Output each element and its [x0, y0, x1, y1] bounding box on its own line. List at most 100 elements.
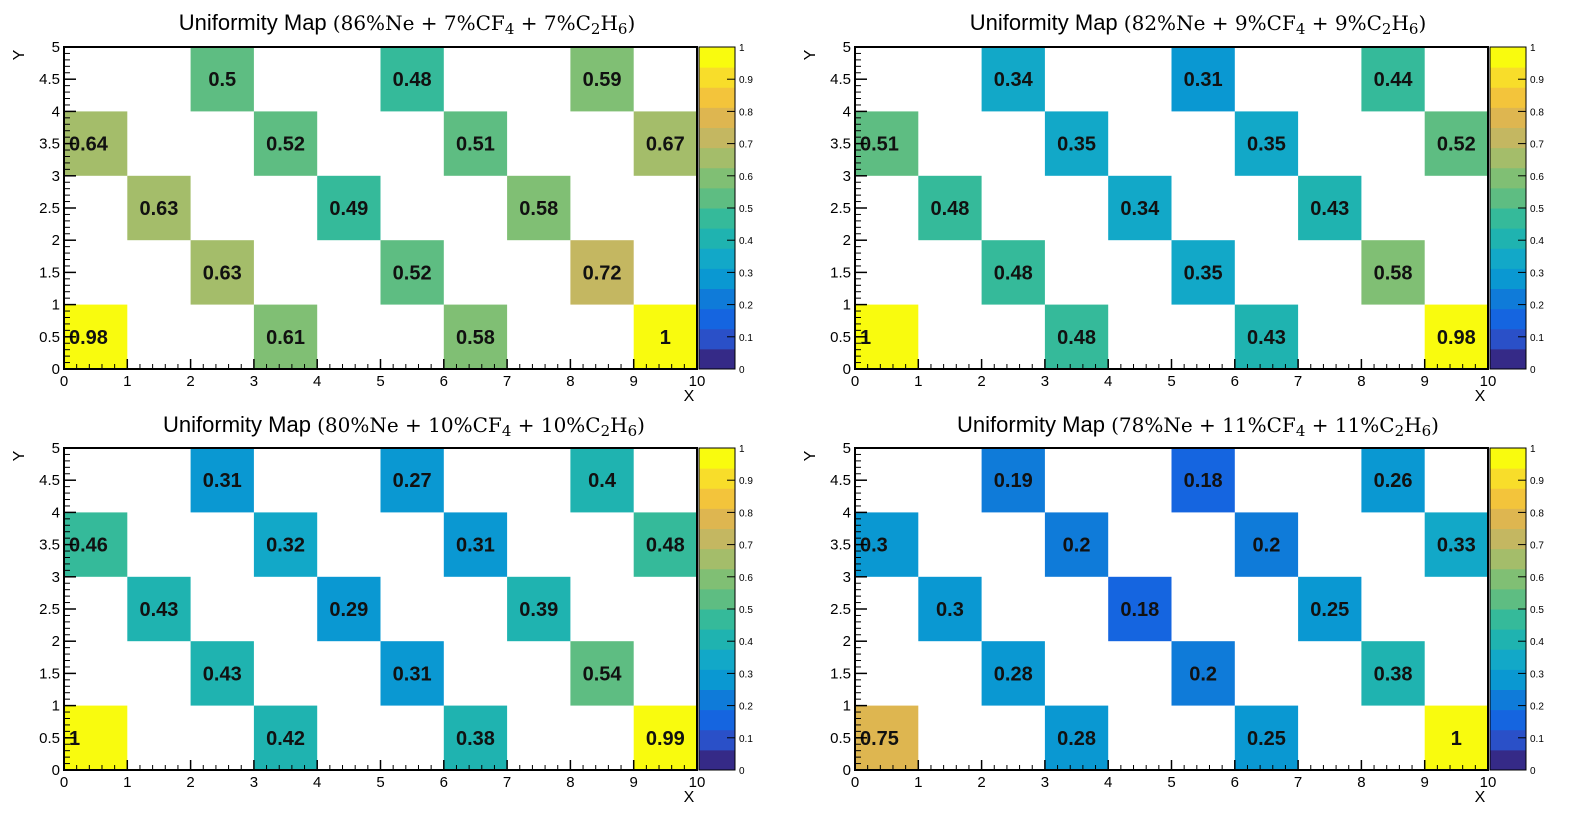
heatmap-cell	[127, 576, 191, 642]
cell-value-label: 0.31	[393, 663, 432, 685]
color-bar-segment	[1490, 669, 1526, 690]
cell-value-label: 0.43	[139, 599, 178, 621]
color-bar-tick-label: 0.2	[1530, 301, 1544, 312]
color-bar-segment	[1490, 448, 1526, 469]
y-axis-label: Y	[802, 450, 819, 461]
cell-value-label: 0.28	[994, 663, 1033, 685]
color-bar: 0 0.1 0.2 0.3 0.4 0.5 0.6 0.7 0.8 0.9 1	[698, 43, 753, 376]
heatmap-cell	[1298, 175, 1362, 241]
x-tick-label: 5	[1167, 774, 1175, 791]
color-bar-tick-label: 0.1	[739, 333, 753, 344]
heatmap-cell	[570, 47, 634, 112]
cell-value-label: 0.29	[329, 599, 368, 621]
y-axis-label: Y	[802, 49, 819, 60]
y-tick-label: 1.5	[39, 264, 60, 281]
x-axis: 0 1 2 3 4 5 6 7 8 9 10X	[60, 359, 705, 405]
y-axis: 0 0.5 1 1.5 2 2.5 3 3.5 4 4.5 5 Y	[802, 440, 867, 779]
y-tick-label: 4	[843, 504, 851, 521]
y-tick-label: 1	[843, 297, 851, 314]
x-tick-label: 10	[689, 774, 706, 791]
color-bar-tick-label: 0	[1530, 766, 1536, 777]
cell-value-label: 0.51	[456, 134, 495, 156]
color-bar-segment	[699, 568, 735, 590]
color-bar-segment	[1490, 208, 1526, 229]
y-tick-label: 0.5	[830, 730, 851, 747]
color-bar-segment	[699, 187, 735, 209]
color-bar-tick-label: 0.3	[1530, 669, 1544, 680]
color-bar-segment	[699, 308, 735, 330]
cell-value-label: 0.43	[1247, 327, 1286, 349]
cell-value-label: 0.27	[393, 470, 432, 492]
color-bar-tick-label: 0.8	[739, 508, 753, 519]
color-bar-tick-label: 0.2	[739, 301, 753, 312]
color-bar-tick-label: 0.5	[739, 605, 753, 616]
cell-value-label: 0.2	[1063, 535, 1091, 557]
cell-value-label: 0.26	[1374, 470, 1413, 492]
color-bar-tick-label: 0.9	[1530, 75, 1544, 86]
x-tick-label: 7	[503, 774, 511, 791]
cell-value-label: 0.63	[139, 198, 178, 220]
y-tick-label: 4.5	[39, 71, 60, 88]
x-tick-label: 2	[186, 373, 194, 390]
color-bar-segment	[699, 328, 735, 350]
color-bar-segment	[1490, 288, 1526, 310]
x-axis-label: X	[1475, 388, 1486, 405]
color-bar-segment	[1490, 629, 1526, 650]
cell-value-label: 0.52	[393, 262, 432, 284]
x-axis: 0 1 2 3 4 5 6 7 8 9 10X	[60, 760, 706, 806]
cell-value-label: 1	[1451, 728, 1462, 750]
heatmap-cell	[918, 175, 982, 241]
y-tick-label: 2	[52, 633, 60, 650]
y-tick-label: 0.5	[39, 730, 60, 747]
y-tick-label: 0	[843, 762, 851, 779]
cell-value-label: 0.35	[1057, 134, 1096, 156]
x-tick-label: 3	[250, 774, 258, 791]
color-bar-tick-label: 0.4	[739, 236, 753, 247]
color-bar-tick-label: 1	[1530, 444, 1536, 455]
x-tick-label: 10	[1480, 373, 1497, 390]
heatmap-cell	[633, 304, 697, 369]
x-tick-label: 3	[1041, 774, 1049, 791]
y-tick-label: 2	[843, 633, 851, 650]
heatmap-cell	[380, 448, 444, 513]
color-bar-segment	[699, 749, 735, 771]
heatmap-cell	[981, 47, 1045, 112]
color-bar-tick-label: 0.5	[739, 204, 753, 215]
heatmap-cell	[253, 512, 318, 577]
x-tick-label: 3	[250, 373, 258, 390]
cell-value-label: 0.25	[1310, 599, 1349, 621]
heatmap-cell	[443, 304, 508, 369]
heatmap-cell	[1298, 576, 1362, 642]
cell-value-label: 0.43	[203, 663, 242, 685]
cell-value-label: 0.31	[203, 470, 242, 492]
color-bar-tick-label: 0.7	[1530, 541, 1544, 552]
color-bar-tick-label: 0.1	[1530, 333, 1544, 344]
y-tick-label: 4.5	[830, 472, 851, 489]
x-tick-label: 2	[977, 774, 985, 791]
color-bar-segment	[699, 208, 735, 229]
heatmap-cell	[380, 240, 444, 305]
y-tick-label: 4	[52, 103, 60, 120]
x-tick-label: 4	[313, 373, 321, 390]
color-bar-segment	[1490, 308, 1526, 330]
y-tick-label: 3	[52, 569, 60, 586]
color-bar-segment	[1490, 248, 1526, 269]
cell-value-label: 0.48	[930, 198, 969, 220]
y-tick-label: 3.5	[39, 136, 60, 153]
cell-value-label: 0.34	[1120, 198, 1160, 220]
color-bar-tick-label: 0.9	[739, 75, 753, 86]
y-tick-label: 2	[843, 232, 851, 249]
color-bar-segment	[1490, 649, 1526, 670]
heatmap-cell	[1234, 304, 1299, 369]
y-tick-label: 4.5	[39, 472, 60, 489]
y-axis: 0 0.5 1 1.5 2 2.5 3 3.5 4 4.5 5 Y	[802, 39, 867, 378]
y-tick-label: 3.5	[39, 537, 60, 554]
color-bar-segment	[1490, 268, 1526, 289]
y-tick-label: 3	[843, 168, 851, 185]
y-tick-label: 2	[52, 232, 60, 249]
cell-value-label: 0.99	[646, 728, 685, 750]
cell-value-label: 0.3	[860, 535, 888, 557]
cell-value-label: 0.32	[266, 535, 305, 557]
y-axis-label: Y	[11, 49, 28, 60]
